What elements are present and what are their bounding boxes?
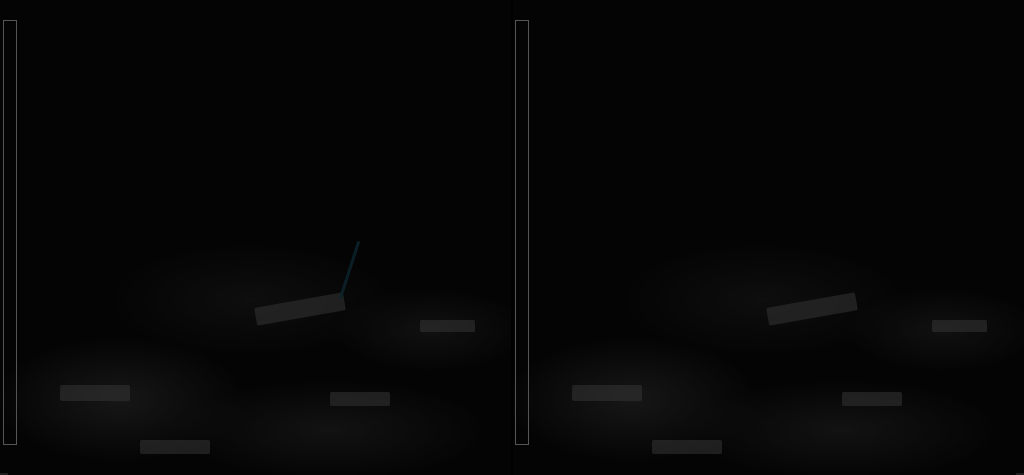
urban-area xyxy=(842,392,902,406)
panel-divider xyxy=(511,0,513,475)
basemap-z xyxy=(0,0,512,475)
urban-area xyxy=(140,440,210,454)
colorbar-gradient-z xyxy=(3,20,17,445)
urban-area xyxy=(330,392,390,406)
urban-area xyxy=(932,320,987,332)
basemap-v xyxy=(512,0,1024,475)
urban-area xyxy=(572,385,642,401)
urban-area xyxy=(652,440,722,454)
radar-field-reflectivity xyxy=(0,0,512,475)
panel-reflectivity[interactable] xyxy=(0,0,512,475)
landmass-z xyxy=(0,0,512,475)
urban-area xyxy=(420,320,475,332)
colorbar-gradient-v xyxy=(515,20,529,445)
panel-velocity[interactable] xyxy=(512,0,1024,475)
colorbar-velocity[interactable] xyxy=(515,20,529,445)
map-attribution-z[interactable] xyxy=(0,473,8,475)
colorbar-reflectivity[interactable] xyxy=(3,20,17,445)
radar-field-velocity xyxy=(512,0,1024,475)
map-attribution-v[interactable] xyxy=(1016,473,1024,475)
urban-area xyxy=(60,385,130,401)
